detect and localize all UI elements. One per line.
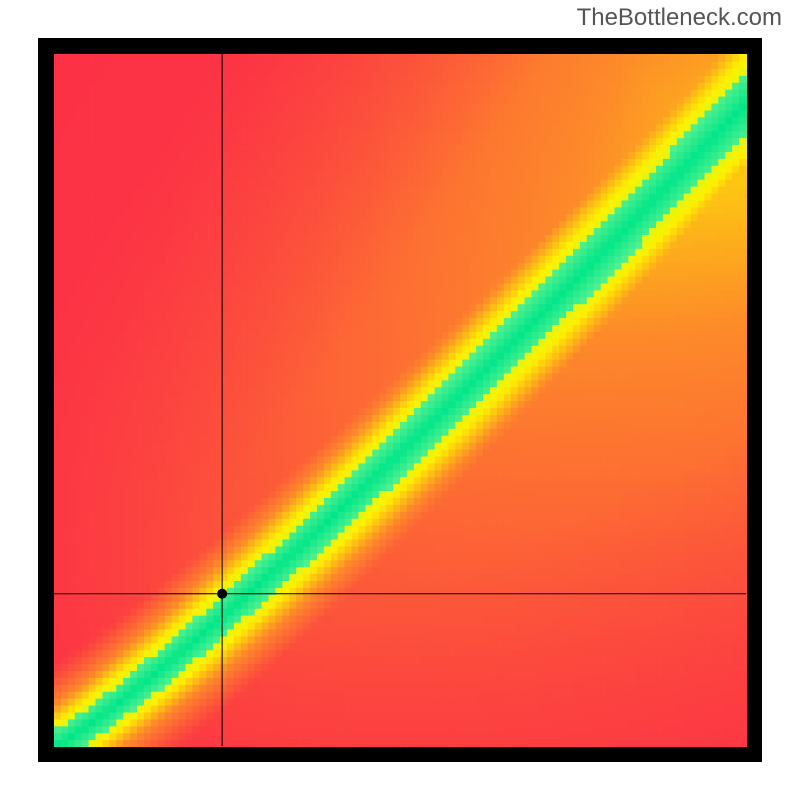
watermark-text: TheBottleneck.com [577,4,782,32]
heatmap-plot [38,38,762,762]
chart-container: TheBottleneck.com [0,0,800,800]
heatmap-canvas [38,38,762,762]
